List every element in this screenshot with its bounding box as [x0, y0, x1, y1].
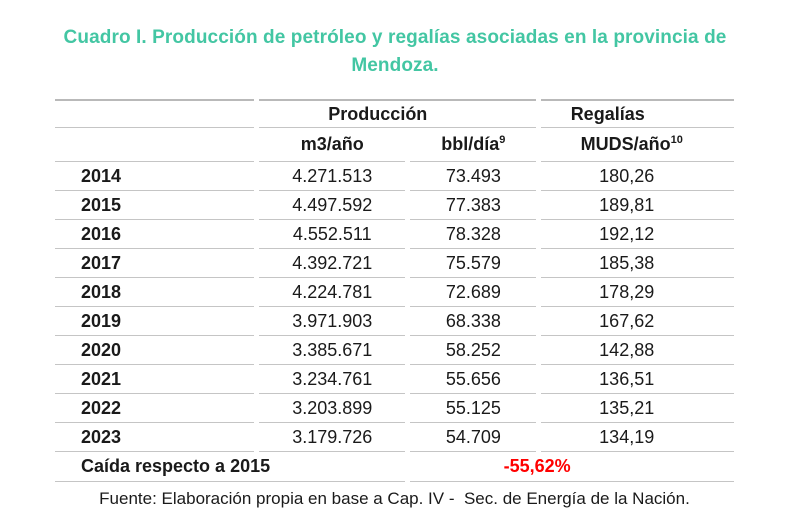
table-title-line2: Mendoza.	[351, 54, 439, 76]
year-cell: 2015	[55, 191, 255, 221]
table-row-2019: 2019 3.971.903 68.338 167,62	[55, 307, 734, 337]
production-royalties-table: Producción Regalías m3/año bbl/día9 MUDS…	[50, 99, 739, 483]
column-header-m3: m3/año	[259, 128, 406, 163]
bbl-value: 75.579	[410, 249, 537, 279]
m3-value: 4.271.513	[259, 162, 406, 192]
table-row-2022: 2022 3.203.899 55.125 135,21	[55, 394, 734, 424]
m3-value: 4.224.781	[259, 278, 406, 308]
table-title: Cuadro I. Producción de petróleo y regal…	[0, 24, 790, 79]
m3-value: 3.385.671	[259, 336, 406, 366]
table-row-2023: 2023 3.179.726 54.709 134,19	[55, 423, 734, 453]
year-cell: 2019	[55, 307, 255, 337]
m3-value: 4.552.511	[259, 220, 406, 250]
muds-value: 192,12	[541, 220, 734, 250]
column-header-muds: MUDS/año10	[541, 128, 734, 163]
bbl-value: 55.656	[410, 365, 537, 395]
bbl-value: 73.493	[410, 162, 537, 192]
muds-value: 135,21	[541, 394, 734, 424]
table-row-2015: 2015 4.497.592 77.383 189,81	[55, 191, 734, 221]
muds-value: 185,38	[541, 249, 734, 279]
muds-value: 167,62	[541, 307, 734, 337]
column-header-bbl: bbl/día9	[410, 128, 537, 163]
bbl-value: 68.338	[410, 307, 537, 337]
table-row-2017: 2017 4.392.721 75.579 185,38	[55, 249, 734, 279]
m3-value: 3.203.899	[259, 394, 406, 424]
year-cell: 2017	[55, 249, 255, 279]
corner-cell	[55, 99, 255, 129]
year-cell: 2023	[55, 423, 255, 453]
page: Cuadro I. Producción de petróleo y regal…	[0, 24, 790, 521]
group-header-regalias: Regalías	[541, 99, 734, 129]
m3-value: 4.497.592	[259, 191, 406, 221]
summary-value: -55,62%	[410, 452, 734, 483]
empty-header-cell	[55, 128, 255, 163]
table-row-2018: 2018 4.224.781 72.689 178,29	[55, 278, 734, 308]
bbl-value: 54.709	[410, 423, 537, 453]
column-header-row: m3/año bbl/día9 MUDS/año10	[55, 128, 734, 163]
muds-value: 178,29	[541, 278, 734, 308]
m3-value: 4.392.721	[259, 249, 406, 279]
table-row-2020: 2020 3.385.671 58.252 142,88	[55, 336, 734, 366]
footnote-ref-10: 10	[670, 134, 683, 147]
bbl-value: 77.383	[410, 191, 537, 221]
bbl-value: 78.328	[410, 220, 537, 250]
muds-value: 136,51	[541, 365, 734, 395]
bbl-value: 55.125	[410, 394, 537, 424]
table-row-2021: 2021 3.234.761 55.656 136,51	[55, 365, 734, 395]
muds-value: 142,88	[541, 336, 734, 366]
m3-value: 3.179.726	[259, 423, 406, 453]
summary-label: Caída respecto a 2015	[55, 452, 406, 483]
group-header-row: Producción Regalías	[55, 99, 734, 129]
footnote-ref-9: 9	[499, 134, 506, 147]
year-cell: 2018	[55, 278, 255, 308]
bbl-value: 58.252	[410, 336, 537, 366]
table-row-2016: 2016 4.552.511 78.328 192,12	[55, 220, 734, 250]
group-header-produccion: Producción	[259, 99, 537, 129]
year-cell: 2020	[55, 336, 255, 366]
year-cell: 2021	[55, 365, 255, 395]
m3-value: 3.234.761	[259, 365, 406, 395]
table-title-line1: Cuadro I. Producción de petróleo y regal…	[63, 27, 727, 48]
source-note: Fuente: Elaboración propia en base a Cap…	[99, 489, 690, 509]
table-row-2014: 2014 4.271.513 73.493 180,26	[55, 162, 734, 192]
muds-value: 134,19	[541, 423, 734, 453]
year-cell: 2016	[55, 220, 255, 250]
muds-value: 180,26	[541, 162, 734, 192]
m3-value: 3.971.903	[259, 307, 406, 337]
year-cell: 2022	[55, 394, 255, 424]
summary-row: Caída respecto a 2015 -55,62%	[55, 452, 734, 483]
muds-value: 189,81	[541, 191, 734, 221]
year-cell: 2014	[55, 162, 255, 192]
bbl-value: 72.689	[410, 278, 537, 308]
